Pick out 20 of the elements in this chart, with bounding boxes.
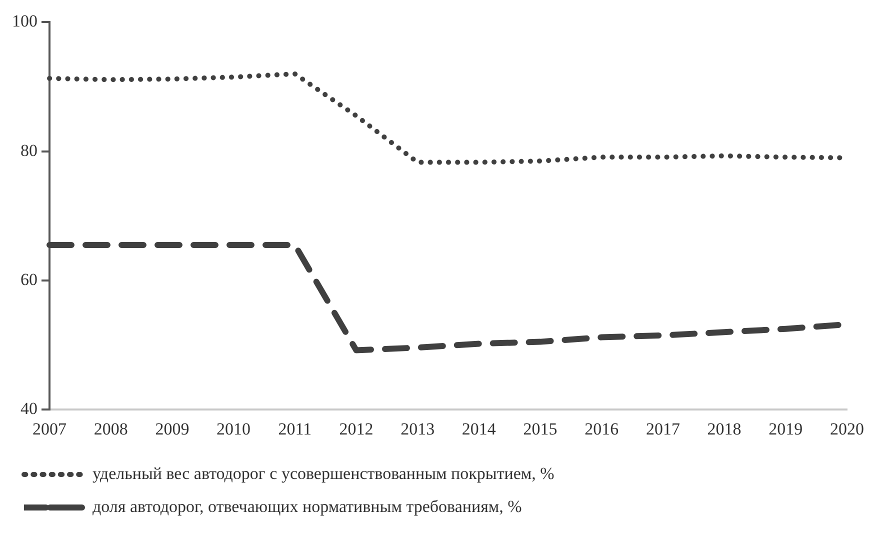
x-tick-label: 2011 [278,419,312,438]
x-tick-label: 2017 [646,419,680,438]
x-tick-label: 2018 [707,419,742,438]
legend-label: удельный вес автодорог с усовершенствованным покрытием, % [92,464,554,483]
legend-label: доля автодорог, отвечающих нормативным требованиям, % [92,496,522,516]
y-tick-label: 100 [12,12,38,31]
x-tick-label: 2015 [523,419,558,438]
x-tick-label: 2014 [462,419,496,438]
x-tick-label: 2010 [216,419,251,438]
y-tick-label: 60 [20,270,38,289]
y-tick-label: 80 [20,140,38,160]
x-tick-label: 2007 [32,419,67,438]
x-tick-label: 2008 [94,419,128,438]
y-tick-label: 40 [20,399,38,418]
x-tick-label: 2019 [768,419,803,438]
x-tick-label: 2009 [155,419,190,438]
x-tick-label: 2020 [830,419,864,438]
x-tick-label: 2016 [584,419,619,438]
x-tick-label: 2012 [339,419,374,438]
x-tick-label: 2013 [400,419,435,438]
